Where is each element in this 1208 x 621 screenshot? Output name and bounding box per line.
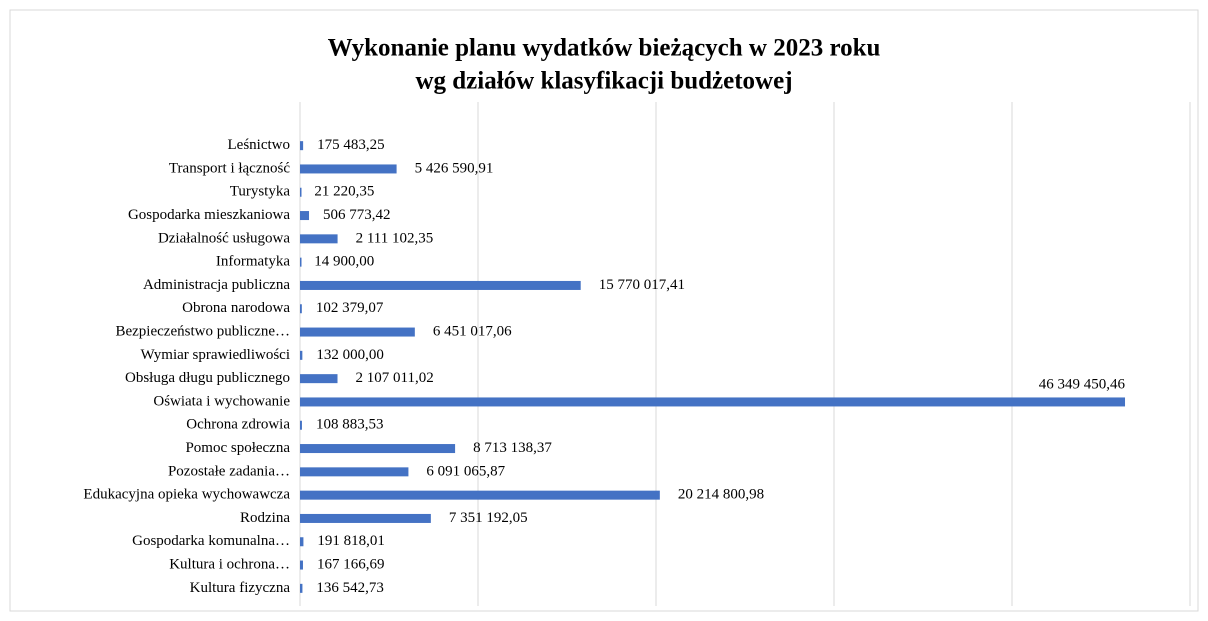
y-tick-label: Administracja publiczna xyxy=(143,277,290,293)
data-label: 20 214 800,98 xyxy=(678,487,764,503)
bar xyxy=(300,234,338,244)
bar xyxy=(300,164,397,174)
bar xyxy=(300,304,302,314)
data-label: 167 166,69 xyxy=(317,556,385,572)
y-tick-label: Bezpieczeństwo publiczne… xyxy=(115,323,290,339)
bar xyxy=(300,257,302,267)
y-tick-label: Obrona narodowa xyxy=(182,300,290,316)
bar xyxy=(300,350,303,360)
data-label: 14 900,00 xyxy=(314,254,374,270)
data-label: 175 483,25 xyxy=(317,137,385,153)
bar xyxy=(300,467,409,477)
data-label: 2 107 011,02 xyxy=(356,370,434,386)
y-tick-label: Turystyka xyxy=(230,184,291,200)
bar xyxy=(300,327,415,337)
y-tick-label: Kultura i ochrona… xyxy=(169,556,290,572)
bar xyxy=(300,187,302,197)
data-label: 2 111 102,35 xyxy=(356,230,434,246)
y-tick-label: Pomoc społeczna xyxy=(185,440,290,456)
y-tick-label: Ochrona zdrowia xyxy=(186,417,290,433)
data-label: 8 713 138,37 xyxy=(473,440,552,456)
y-tick-label: Kultura fizyczna xyxy=(190,580,291,596)
y-tick-label: Rodzina xyxy=(240,510,290,526)
chart-title: wg działów klasyfikacji budżetowej xyxy=(415,68,792,95)
bar xyxy=(300,513,431,523)
bar xyxy=(300,537,304,547)
y-tick-label: Gospodarka komunalna… xyxy=(132,533,290,549)
y-tick-label: Pozostałe zadania… xyxy=(168,463,290,479)
data-label: 506 773,42 xyxy=(323,207,391,223)
bar xyxy=(300,141,304,151)
y-tick-label: Edukacyjna opieka wychowawcza xyxy=(83,487,290,503)
y-tick-label: Obsługa długu publicznego xyxy=(125,370,290,386)
bar xyxy=(300,280,581,290)
data-label: 108 883,53 xyxy=(316,417,384,433)
data-label: 102 379,07 xyxy=(316,300,384,316)
bar xyxy=(300,374,338,384)
bar xyxy=(300,560,303,570)
y-tick-label: Gospodarka mieszkaniowa xyxy=(128,207,290,223)
y-tick-label: Transport i łączność xyxy=(169,160,290,176)
chart-title: Wykonanie planu wydatków bieżących w 202… xyxy=(328,35,881,62)
bar xyxy=(300,211,310,221)
data-label: 15 770 017,41 xyxy=(599,277,685,293)
y-tick-label: Wymiar sprawiedliwości xyxy=(141,347,290,363)
chart-frame xyxy=(9,9,1199,612)
bar xyxy=(300,583,303,593)
bar xyxy=(300,397,1126,407)
data-label: 132 000,00 xyxy=(316,347,384,363)
data-label: 6 451 017,06 xyxy=(433,323,512,339)
bar xyxy=(300,444,456,454)
data-label: 21 220,35 xyxy=(314,184,374,200)
y-tick-label: Informatyka xyxy=(216,254,290,270)
bar xyxy=(300,490,660,500)
y-tick-label: Oświata i wychowanie xyxy=(153,393,290,409)
data-label: 46 349 450,46 xyxy=(1039,376,1126,392)
data-label: 191 818,01 xyxy=(317,533,385,549)
y-tick-label: Działalność usługowa xyxy=(158,230,290,246)
data-label: 136 542,73 xyxy=(316,580,384,596)
data-label: 6 091 065,87 xyxy=(426,463,505,479)
y-tick-label: Leśnictwo xyxy=(228,137,290,153)
bar xyxy=(300,420,302,430)
data-label: 7 351 192,05 xyxy=(449,510,528,526)
data-label: 5 426 590,91 xyxy=(415,160,494,176)
